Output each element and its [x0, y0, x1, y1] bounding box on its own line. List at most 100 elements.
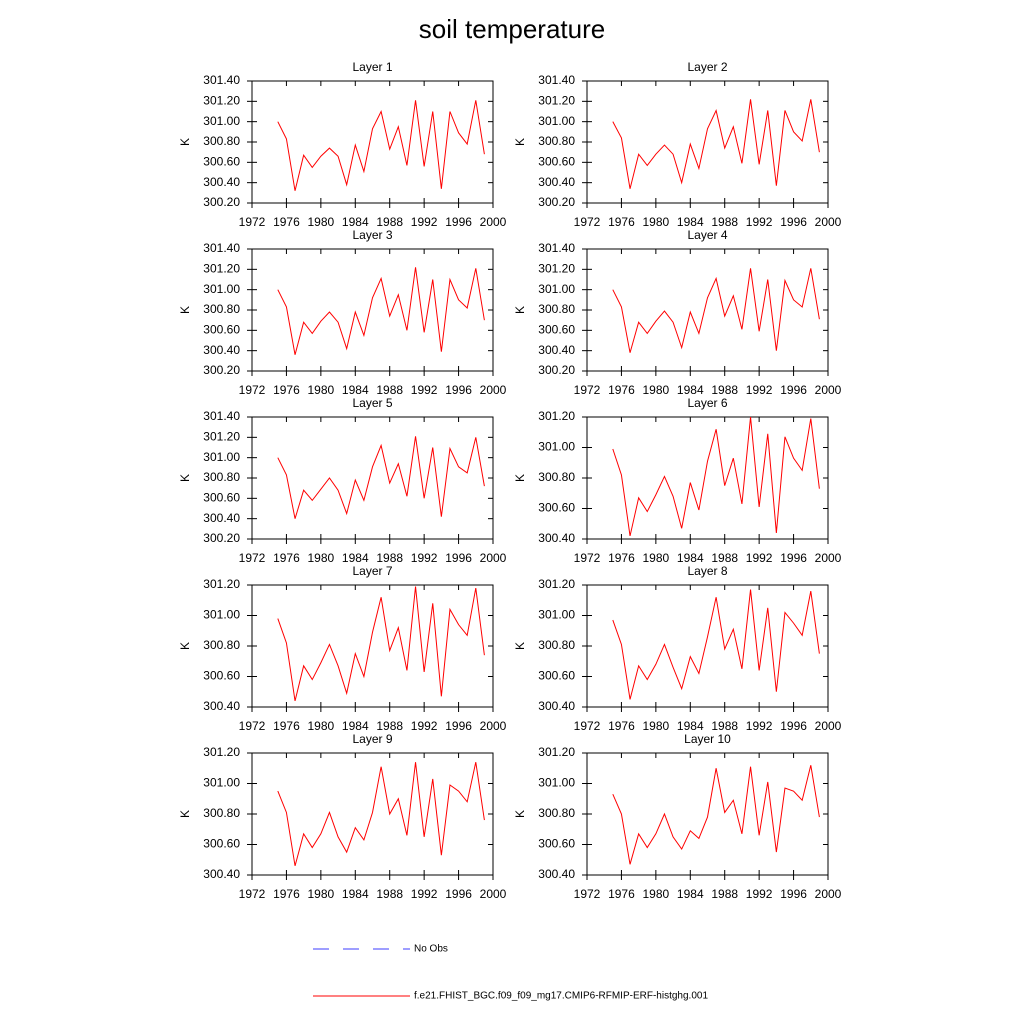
y-tick-label: 300.60	[203, 155, 240, 169]
x-tick-label: 1992	[746, 215, 773, 229]
y-tick-label: 300.80	[203, 470, 240, 484]
x-tick-label: 1984	[342, 215, 369, 229]
y-tick-label: 300.80	[538, 806, 575, 820]
x-tick-label: 1980	[643, 215, 670, 229]
y-tick-label: 300.20	[203, 531, 240, 545]
plot-frame	[586, 752, 829, 876]
x-tick-label: 1996	[780, 719, 807, 733]
y-tick-label: 300.40	[203, 511, 240, 525]
x-tick-label: 1976	[273, 887, 300, 901]
legend-label: No Obs	[414, 944, 448, 955]
data-line	[612, 268, 820, 353]
x-tick-label: 1976	[608, 719, 635, 733]
y-tick-label: 301.20	[538, 745, 575, 759]
x-tick-label: 1992	[746, 719, 773, 733]
y-tick-label: 300.40	[203, 175, 240, 189]
data-line	[277, 267, 485, 355]
panel-title: Layer 6	[687, 396, 727, 410]
y-tick-label: 300.40	[538, 343, 575, 357]
y-tick-label: 301.20	[203, 94, 240, 108]
x-tick-label: 1980	[308, 383, 335, 397]
figure-title: soil temperature	[419, 14, 605, 44]
x-tick-label: 1988	[711, 719, 738, 733]
data-line	[612, 99, 820, 189]
x-tick-label: 1984	[677, 383, 704, 397]
y-tick-label: 300.40	[538, 699, 575, 713]
x-tick-label: 1984	[342, 383, 369, 397]
y-tick-label: 301.00	[538, 440, 575, 454]
x-tick-label: 2000	[480, 383, 507, 397]
plot-frame	[586, 416, 829, 540]
x-tick-label: 2000	[815, 383, 842, 397]
y-tick-label: 300.60	[538, 837, 575, 851]
data-line	[277, 100, 485, 191]
x-tick-label: 1984	[342, 551, 369, 565]
y-tick-label: 301.20	[203, 262, 240, 276]
x-tick-label: 1988	[711, 887, 738, 901]
plot-frame	[251, 584, 494, 708]
x-tick-label: 1980	[643, 383, 670, 397]
x-tick-label: 1972	[239, 383, 266, 397]
y-tick-label: 300.20	[538, 195, 575, 209]
x-tick-label: 1996	[445, 215, 472, 229]
plot-frame	[251, 248, 494, 372]
panel-title: Layer 3	[352, 228, 392, 242]
y-tick-label: 300.60	[203, 323, 240, 337]
x-tick-label: 1980	[308, 215, 335, 229]
x-tick-label: 1984	[677, 719, 704, 733]
x-tick-label: 1996	[445, 551, 472, 565]
y-tick-label: 301.00	[538, 282, 575, 296]
x-tick-label: 1992	[411, 551, 438, 565]
y-tick-label: 301.00	[538, 776, 575, 790]
y-tick-label: 301.00	[203, 114, 240, 128]
y-tick-label: 300.80	[203, 302, 240, 316]
data-line	[277, 762, 485, 866]
plot-frame	[586, 584, 829, 708]
plot-frame	[586, 248, 829, 372]
x-tick-label: 1972	[239, 215, 266, 229]
x-tick-label: 2000	[815, 551, 842, 565]
y-tick-label: 300.60	[538, 669, 575, 683]
x-tick-label: 1996	[445, 719, 472, 733]
x-tick-label: 2000	[815, 719, 842, 733]
x-tick-label: 2000	[815, 887, 842, 901]
y-tick-label: 300.40	[203, 343, 240, 357]
x-tick-label: 1996	[780, 215, 807, 229]
x-tick-label: 2000	[480, 887, 507, 901]
x-tick-label: 1992	[411, 383, 438, 397]
x-tick-label: 1980	[643, 887, 670, 901]
plot-frame	[586, 80, 829, 204]
y-tick-label: 301.00	[203, 776, 240, 790]
x-tick-label: 1976	[273, 215, 300, 229]
y-axis-label: K	[178, 306, 192, 314]
x-tick-label: 1976	[273, 551, 300, 565]
x-tick-label: 1972	[239, 719, 266, 733]
data-line	[277, 436, 485, 519]
x-tick-label: 1988	[711, 383, 738, 397]
x-tick-label: 2000	[815, 215, 842, 229]
x-tick-label: 1980	[643, 551, 670, 565]
panel-title: Layer 5	[352, 396, 392, 410]
y-tick-label: 300.80	[203, 806, 240, 820]
y-tick-label: 301.40	[538, 241, 575, 255]
x-tick-label: 2000	[480, 551, 507, 565]
panel-title: Layer 9	[352, 732, 392, 746]
y-tick-label: 300.80	[538, 638, 575, 652]
y-tick-label: 300.20	[538, 363, 575, 377]
y-tick-label: 300.60	[203, 837, 240, 851]
panel-title: Layer 4	[687, 228, 727, 242]
y-axis-label: K	[178, 810, 192, 818]
y-tick-label: 300.40	[203, 867, 240, 881]
x-tick-label: 1996	[445, 887, 472, 901]
x-tick-label: 2000	[480, 719, 507, 733]
y-tick-label: 301.00	[538, 608, 575, 622]
y-axis-label: K	[513, 138, 527, 146]
panel-title: Layer 8	[687, 564, 727, 578]
y-tick-label: 300.80	[538, 134, 575, 148]
x-tick-label: 1984	[677, 551, 704, 565]
y-tick-label: 301.40	[538, 73, 575, 87]
y-tick-label: 300.60	[203, 491, 240, 505]
x-tick-label: 1972	[574, 551, 601, 565]
panel-title: Layer 10	[684, 732, 731, 746]
